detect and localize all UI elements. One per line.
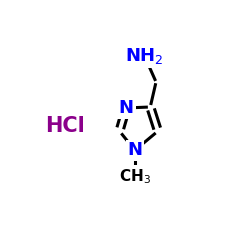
Text: N: N [127,141,142,159]
Text: CH$_3$: CH$_3$ [119,167,151,186]
Text: NH$_2$: NH$_2$ [125,46,164,66]
Text: N: N [119,99,134,117]
Text: HCl: HCl [45,116,84,136]
